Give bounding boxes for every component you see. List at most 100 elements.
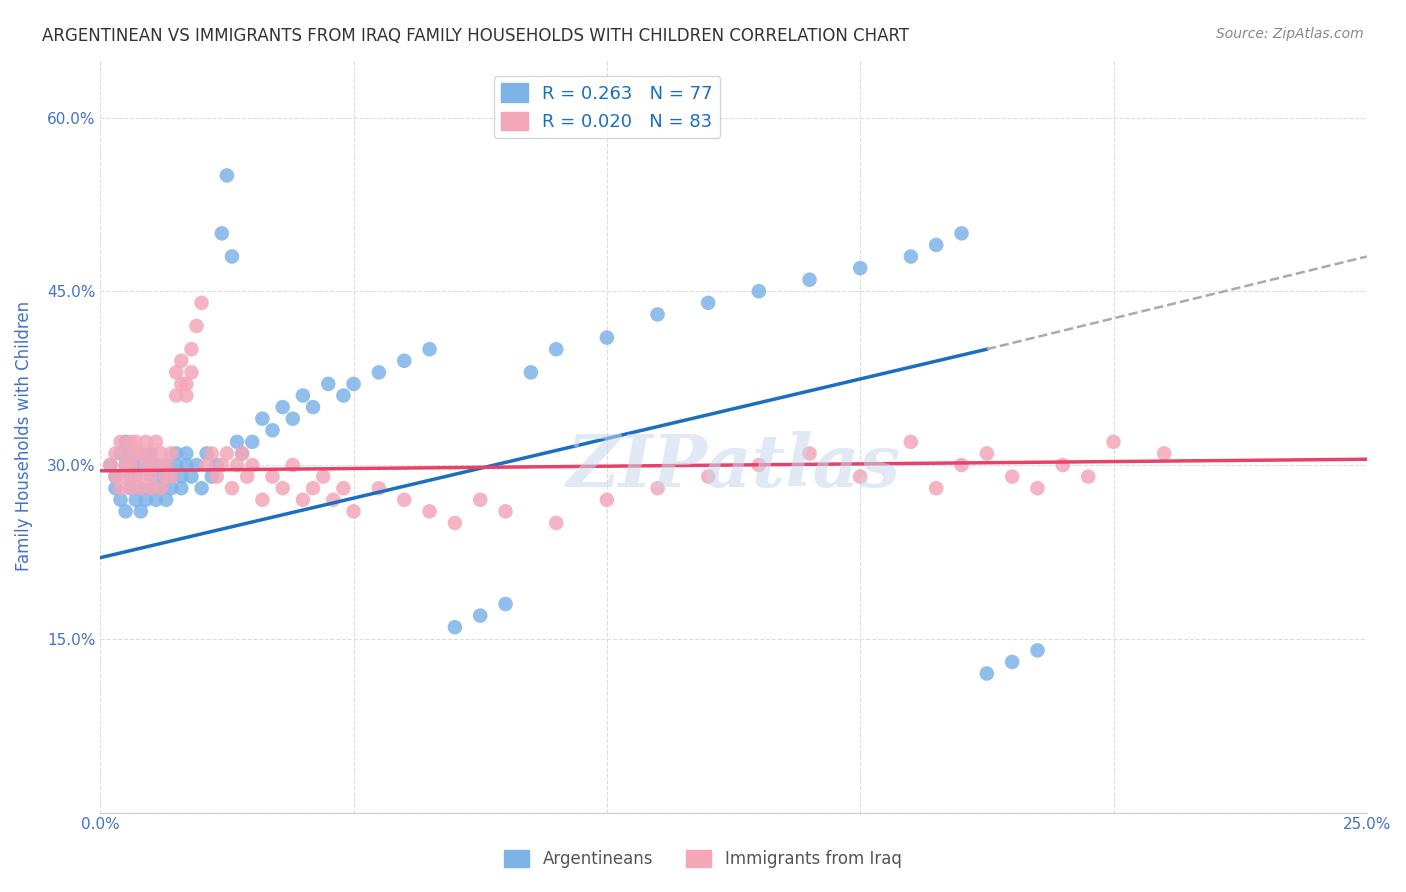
Point xyxy=(139,446,162,460)
Point xyxy=(100,458,122,472)
Point xyxy=(129,481,152,495)
Point xyxy=(114,458,136,472)
Point xyxy=(160,469,183,483)
Point xyxy=(950,458,973,472)
Point xyxy=(170,469,193,483)
Point xyxy=(392,492,415,507)
Point xyxy=(110,481,132,495)
Point xyxy=(190,296,212,310)
Point xyxy=(135,458,157,472)
Point xyxy=(291,492,314,507)
Point xyxy=(211,227,233,241)
Point xyxy=(205,469,228,483)
Point xyxy=(419,504,441,518)
Point xyxy=(176,388,198,402)
Point xyxy=(546,342,568,356)
Point xyxy=(135,434,157,449)
Point xyxy=(1026,643,1049,657)
Point xyxy=(236,469,259,483)
Point xyxy=(170,481,193,495)
Point xyxy=(226,434,249,449)
Point xyxy=(186,318,208,333)
Point xyxy=(195,458,218,472)
Point xyxy=(950,227,973,241)
Point xyxy=(495,597,517,611)
Point xyxy=(170,353,193,368)
Point xyxy=(748,458,770,472)
Point xyxy=(342,504,364,518)
Point xyxy=(155,458,177,472)
Point xyxy=(125,469,148,483)
Point xyxy=(145,458,167,472)
Point xyxy=(291,388,314,402)
Point xyxy=(139,469,162,483)
Point xyxy=(155,458,177,472)
Point xyxy=(160,446,183,460)
Point xyxy=(211,458,233,472)
Point xyxy=(849,469,872,483)
Point xyxy=(165,388,187,402)
Y-axis label: Family Households with Children: Family Households with Children xyxy=(15,301,32,571)
Point xyxy=(160,469,183,483)
Point xyxy=(252,411,274,425)
Point xyxy=(262,469,284,483)
Point xyxy=(546,516,568,530)
Point xyxy=(925,238,948,252)
Point xyxy=(165,446,187,460)
Point xyxy=(302,481,325,495)
Point xyxy=(596,492,619,507)
Point xyxy=(419,342,441,356)
Point xyxy=(139,481,162,495)
Point xyxy=(281,458,304,472)
Point xyxy=(1001,469,1024,483)
Point xyxy=(145,492,167,507)
Point xyxy=(900,434,922,449)
Point xyxy=(215,446,238,460)
Point xyxy=(114,469,136,483)
Point xyxy=(165,458,187,472)
Point xyxy=(495,504,517,518)
Point xyxy=(129,469,152,483)
Point xyxy=(170,376,193,391)
Point xyxy=(155,469,177,483)
Text: Source: ZipAtlas.com: Source: ZipAtlas.com xyxy=(1216,27,1364,41)
Point xyxy=(205,458,228,472)
Point xyxy=(150,446,173,460)
Text: ZIPatlas: ZIPatlas xyxy=(567,431,901,501)
Point xyxy=(312,469,335,483)
Point xyxy=(976,666,998,681)
Point xyxy=(104,469,127,483)
Point xyxy=(180,365,202,379)
Point xyxy=(145,434,167,449)
Point xyxy=(1026,481,1049,495)
Point xyxy=(697,469,720,483)
Point xyxy=(176,446,198,460)
Point xyxy=(114,458,136,472)
Point xyxy=(444,516,467,530)
Point xyxy=(125,458,148,472)
Point xyxy=(104,469,127,483)
Point xyxy=(104,446,127,460)
Point xyxy=(104,481,127,495)
Point xyxy=(799,446,821,460)
Point xyxy=(139,481,162,495)
Point xyxy=(129,481,152,495)
Point xyxy=(100,458,122,472)
Point xyxy=(120,469,142,483)
Point xyxy=(240,458,263,472)
Point xyxy=(271,481,294,495)
Point xyxy=(150,481,173,495)
Point xyxy=(316,376,339,391)
Point xyxy=(444,620,467,634)
Point xyxy=(120,481,142,495)
Point xyxy=(470,608,492,623)
Point xyxy=(180,342,202,356)
Point xyxy=(135,492,157,507)
Point xyxy=(271,400,294,414)
Point xyxy=(129,504,152,518)
Point xyxy=(114,504,136,518)
Point xyxy=(342,376,364,391)
Point xyxy=(748,285,770,299)
Legend: Argentineans, Immigrants from Iraq: Argentineans, Immigrants from Iraq xyxy=(498,843,908,875)
Point xyxy=(129,446,152,460)
